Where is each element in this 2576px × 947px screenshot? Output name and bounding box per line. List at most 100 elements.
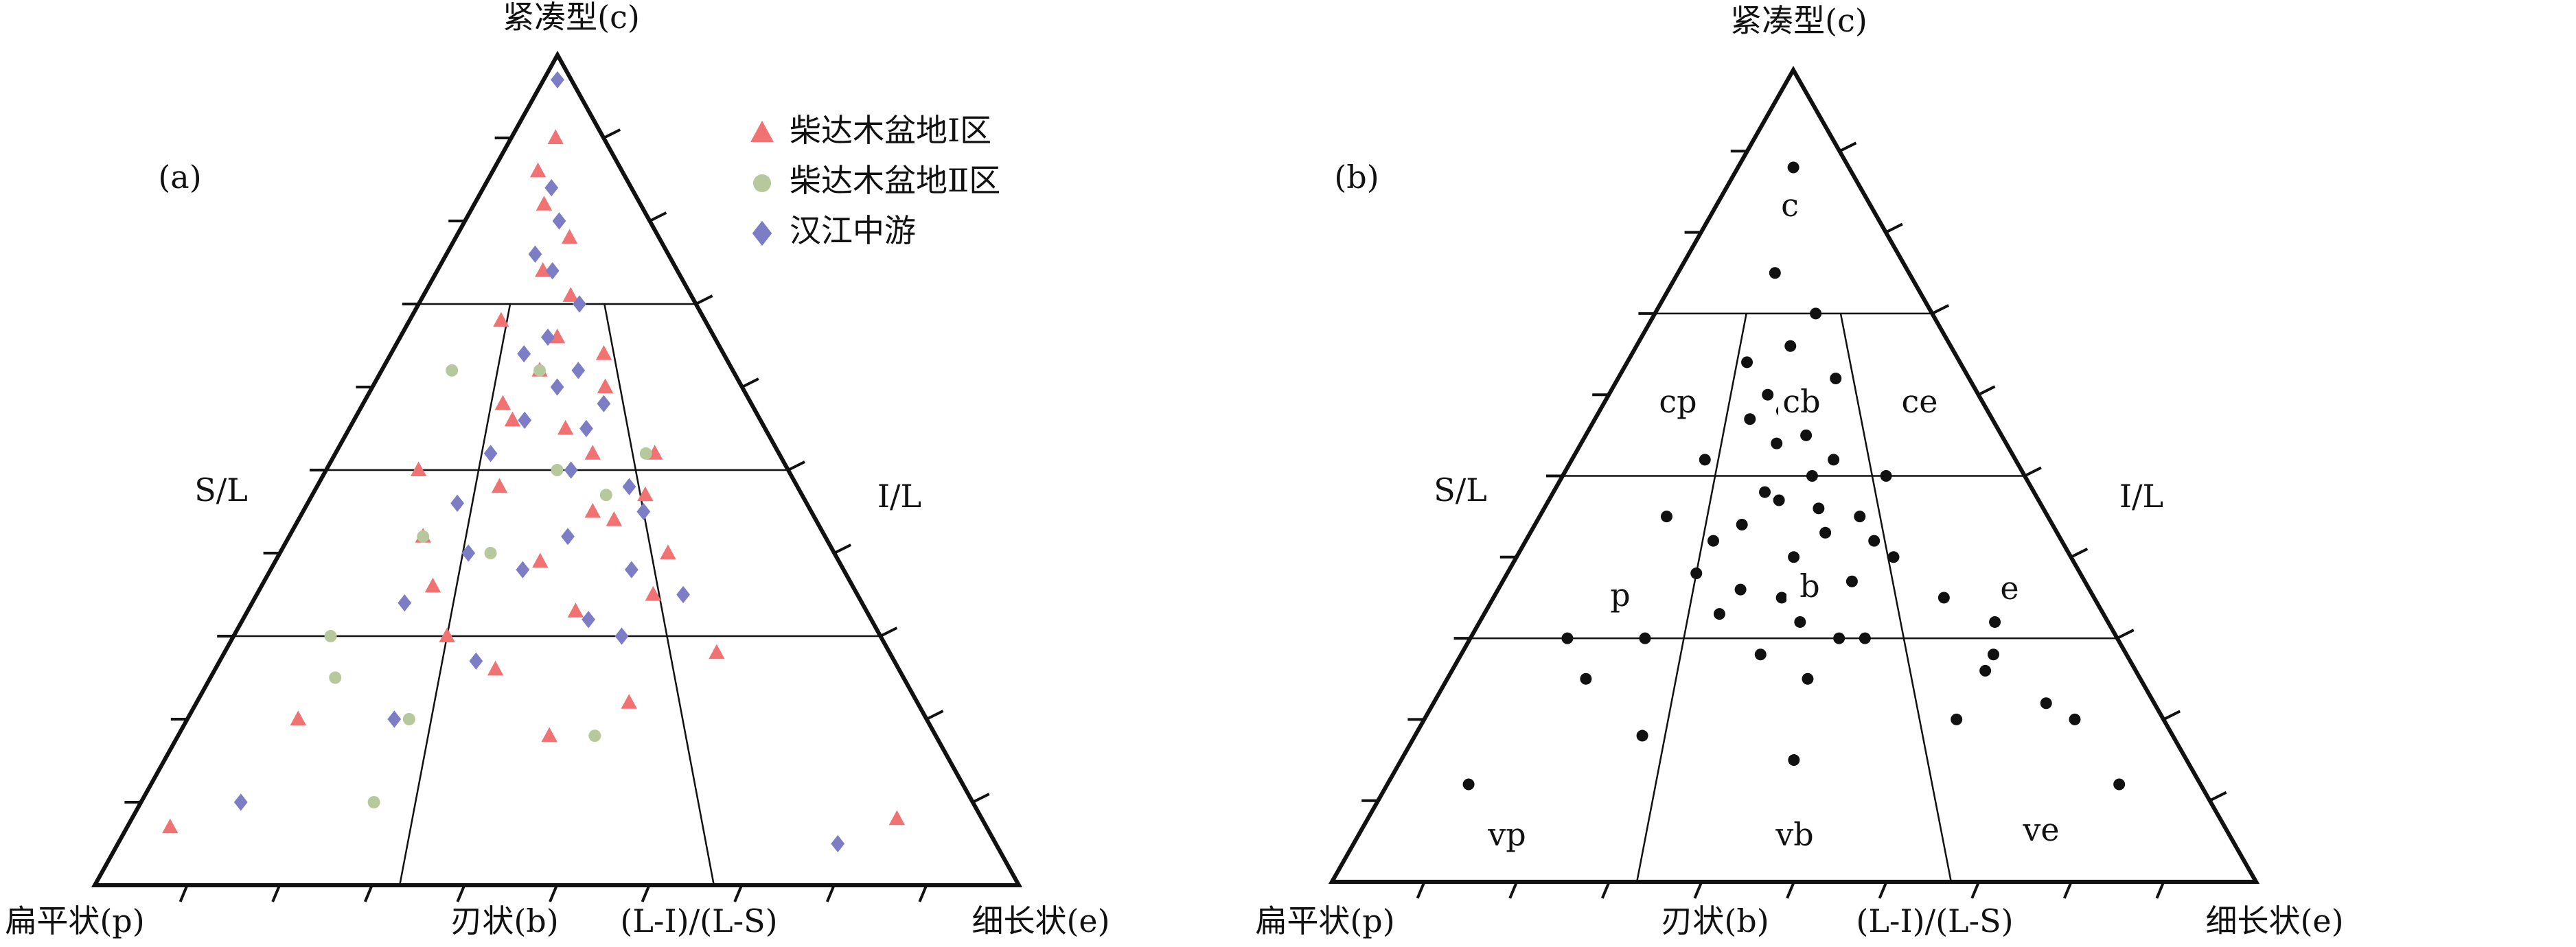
diamond-marker — [831, 834, 845, 853]
region-label: cb — [1782, 383, 1820, 420]
tick-mark — [879, 627, 898, 638]
triangle-marker — [709, 644, 725, 659]
triangle-marker — [888, 810, 906, 826]
bottom-middle-label: 刃状(b) — [450, 902, 558, 939]
left-side-label: S/L — [1434, 471, 1487, 508]
circle-marker — [1754, 648, 1767, 661]
circle-marker — [1859, 632, 1871, 644]
circle-marker — [1788, 551, 1800, 563]
diamond-marker — [398, 594, 412, 612]
tick-mark — [1693, 881, 1703, 899]
diamond-marker — [752, 220, 772, 246]
circle-marker — [1771, 437, 1783, 449]
bottom-axis-label: (L-I)/(L-S) — [1856, 902, 2013, 939]
circle-marker — [1830, 373, 1842, 385]
bottom-axis-label: (L-I)/(L-S) — [620, 902, 777, 939]
triangle-marker — [290, 710, 307, 725]
tick-mark — [456, 885, 466, 902]
diamond-marker — [676, 585, 690, 604]
region-label: e — [2000, 570, 2019, 607]
right-side-label: I/L — [877, 478, 921, 515]
region-label-box — [1778, 386, 1825, 422]
triangle-marker — [410, 461, 427, 476]
division-line — [398, 303, 511, 886]
circle-marker — [1707, 535, 1719, 547]
triangle-marker — [541, 727, 557, 743]
tick-mark — [1878, 881, 1888, 899]
circle-marker — [1736, 518, 1748, 530]
tick-mark — [787, 460, 805, 471]
triangle-marker — [584, 502, 601, 518]
tick-mark — [918, 885, 928, 902]
diamond-marker — [544, 179, 559, 197]
left-label: 扁平状(p) — [1255, 902, 1394, 939]
circle-marker — [1699, 454, 1711, 466]
circle-marker — [1787, 161, 1799, 174]
circle-marker — [1951, 713, 1963, 725]
diamond-marker — [518, 411, 532, 429]
diamond-marker — [582, 611, 595, 629]
triangle-marker — [584, 445, 601, 460]
tick-mark — [271, 885, 281, 902]
diamond-marker — [541, 328, 555, 346]
right-side-label: I/L — [2119, 478, 2163, 515]
circle-marker — [1561, 632, 1574, 644]
triangle-marker — [660, 544, 676, 559]
tick-mark — [1508, 881, 1519, 899]
tick-mark — [2024, 466, 2042, 478]
triangle-marker — [595, 345, 612, 360]
circle-marker — [1868, 535, 1881, 547]
region-label: b — [1799, 568, 1819, 605]
triangle-marker — [424, 577, 441, 593]
triangle-marker — [750, 120, 774, 142]
circle-marker — [484, 547, 497, 559]
triangle-marker — [567, 603, 584, 618]
diamond-marker — [624, 561, 639, 578]
region-label: ce — [1902, 383, 1938, 420]
apex-label: 紧凑型(c) — [503, 0, 640, 36]
diamond-marker — [545, 262, 560, 280]
triangle-marker — [547, 129, 564, 144]
tick-mark — [1839, 141, 1857, 153]
circle-marker — [1979, 664, 1992, 677]
diamond-marker — [561, 528, 575, 546]
circle-marker — [2040, 697, 2052, 710]
tick-mark — [1977, 385, 1996, 396]
circle-marker — [1660, 511, 1672, 523]
circle-marker — [1802, 673, 1814, 685]
circle-marker — [329, 671, 342, 684]
circle-marker — [753, 174, 771, 192]
tick-mark — [549, 885, 558, 902]
circle-marker — [1741, 356, 1753, 369]
circle-marker — [1762, 388, 1774, 401]
diamond-marker — [571, 362, 586, 379]
triangle-marker — [536, 196, 553, 211]
diamond-marker — [551, 71, 564, 89]
tick-mark — [1416, 881, 1426, 899]
circle-marker — [551, 464, 564, 476]
diamond-marker — [614, 627, 629, 645]
region-label: ve — [2022, 811, 2059, 848]
tick-mark — [1970, 881, 1981, 899]
circle-marker — [367, 796, 380, 808]
circle-marker — [2069, 713, 2081, 725]
tick-mark — [649, 211, 667, 222]
tick-mark — [2062, 881, 2073, 899]
diamond-marker — [387, 710, 402, 728]
circle-marker — [1744, 413, 1756, 425]
tick-mark — [1600, 881, 1611, 899]
circle-marker — [1937, 592, 1950, 604]
circle-marker — [588, 729, 601, 743]
diamond-marker — [517, 345, 531, 363]
triangle-marker — [439, 627, 455, 642]
legend-label: 柴达木盆地Ⅱ区 — [790, 162, 1000, 199]
circle-marker — [1833, 632, 1845, 644]
circle-marker — [1989, 616, 2001, 628]
circle-marker — [324, 630, 337, 642]
right-label: 细长状(e) — [2205, 902, 2343, 939]
circle-marker — [417, 530, 430, 543]
circle-marker — [1462, 778, 1475, 791]
left-label: 扁平状(p) — [5, 902, 144, 939]
diamond-marker — [461, 544, 476, 562]
